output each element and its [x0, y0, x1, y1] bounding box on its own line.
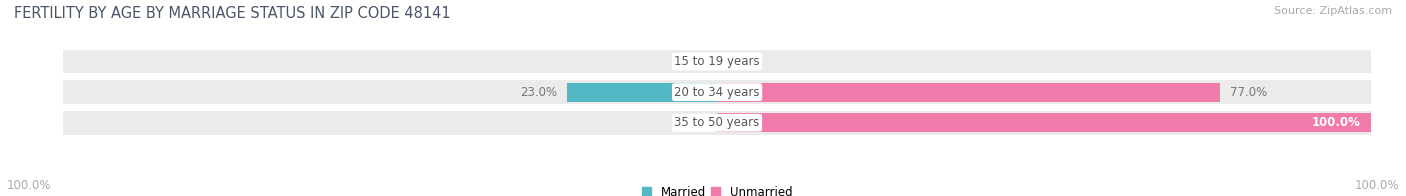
Text: 77.0%: 77.0% [1230, 86, 1268, 99]
Text: 0.0%: 0.0% [678, 116, 707, 129]
Text: 35 to 50 years: 35 to 50 years [675, 116, 759, 129]
Bar [567, 83, 717, 102]
Bar [63, 50, 1371, 73]
Text: FERTILITY BY AGE BY MARRIAGE STATUS IN ZIP CODE 48141: FERTILITY BY AGE BY MARRIAGE STATUS IN Z… [14, 6, 451, 21]
Text: Source: ZipAtlas.com: Source: ZipAtlas.com [1274, 6, 1392, 16]
Text: 15 to 19 years: 15 to 19 years [675, 55, 759, 68]
Text: 23.0%: 23.0% [520, 86, 557, 99]
Text: 20 to 34 years: 20 to 34 years [675, 86, 759, 99]
Text: 0.0%: 0.0% [727, 55, 756, 68]
Text: 100.0%: 100.0% [7, 179, 52, 192]
Bar [63, 111, 1371, 134]
Bar [717, 113, 1371, 132]
Legend: Married, Unmarried: Married, Unmarried [643, 186, 792, 196]
Bar [63, 80, 1371, 104]
Bar [717, 83, 1220, 102]
Text: 100.0%: 100.0% [1354, 179, 1399, 192]
Text: 100.0%: 100.0% [1312, 116, 1361, 129]
Text: 0.0%: 0.0% [678, 55, 707, 68]
